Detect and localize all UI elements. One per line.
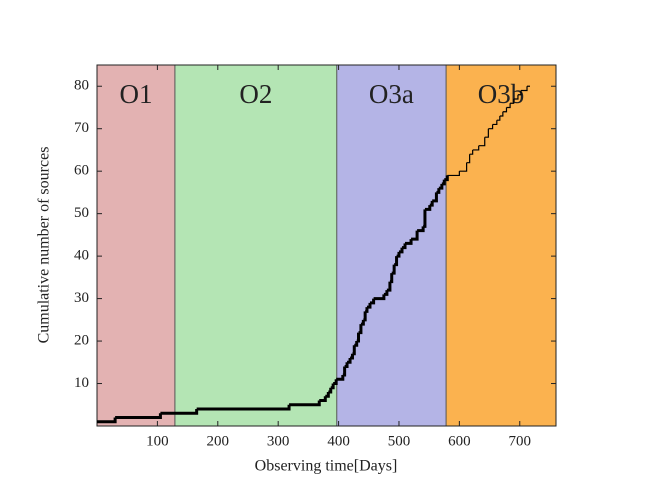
step-segment [436, 188, 441, 194]
step-segment [472, 145, 480, 151]
step-segment [366, 302, 372, 309]
step-segment [520, 86, 528, 92]
region [446, 65, 556, 426]
step-segment [386, 281, 392, 292]
y-tick-label: 50 [74, 205, 89, 221]
region [97, 65, 175, 426]
y-tick-label: 40 [74, 248, 89, 264]
step-segment [517, 90, 522, 96]
step-segment [502, 107, 508, 113]
step-segment [391, 264, 396, 275]
region [336, 65, 447, 426]
step-segment [513, 94, 519, 100]
step-segment [499, 111, 504, 117]
region-label: O1 [119, 79, 152, 109]
step-segment [432, 192, 438, 203]
y-tick-label: 20 [74, 332, 89, 348]
step-segment [423, 209, 427, 228]
x-tick-label: 100 [146, 433, 169, 449]
step-segment [510, 98, 515, 104]
step-segment [342, 366, 347, 377]
step-segment [354, 341, 359, 347]
y-tick-label: 70 [74, 120, 89, 136]
step-segment [398, 247, 404, 254]
step-segment [478, 137, 486, 147]
region-label: O2 [239, 79, 272, 109]
plot-frame [96, 64, 557, 427]
step-segment [411, 230, 419, 241]
x-tick-label: 700 [509, 433, 532, 449]
step-segment [97, 417, 117, 424]
region-label: O3b [478, 79, 525, 109]
step-segment [496, 115, 501, 121]
x-tick-label: 400 [327, 433, 350, 449]
step-segment [344, 362, 349, 369]
step-segment [447, 171, 460, 177]
region [174, 65, 337, 426]
step-segment [389, 273, 394, 284]
x-tick-label: 300 [267, 433, 290, 449]
step-segment [469, 149, 474, 155]
y-tick-label: 60 [74, 163, 89, 179]
step-segment [330, 383, 335, 390]
y-tick-label: 30 [74, 290, 89, 306]
step-segment [365, 307, 369, 313]
x-tick-label: 600 [448, 433, 471, 449]
y-tick-label: 80 [74, 78, 89, 94]
step-segment [319, 396, 327, 403]
step-segment [358, 324, 363, 335]
step-segment [115, 413, 162, 420]
region-label: O3a [369, 79, 414, 109]
x-axis-label: Observing time[Days] [255, 458, 398, 475]
step-segment [333, 379, 338, 386]
step-segment [401, 243, 407, 250]
step-segment [160, 409, 199, 415]
x-tick-label: 200 [207, 433, 230, 449]
step-segment [444, 175, 449, 182]
y-axis-label: Cumulative number of sources [36, 147, 53, 344]
step-segment [352, 345, 356, 356]
step-segment [466, 154, 471, 164]
step-segment [506, 103, 511, 109]
y-tick-label: 10 [74, 375, 89, 391]
step-segment [356, 332, 361, 343]
step-segment [488, 124, 494, 130]
step-segment [459, 162, 468, 172]
step-segment [484, 128, 489, 138]
step-segment [394, 256, 399, 267]
x-tick-label: 500 [388, 433, 411, 449]
step-segment [196, 404, 291, 411]
step-segment [363, 311, 367, 322]
step-segment [492, 120, 498, 126]
